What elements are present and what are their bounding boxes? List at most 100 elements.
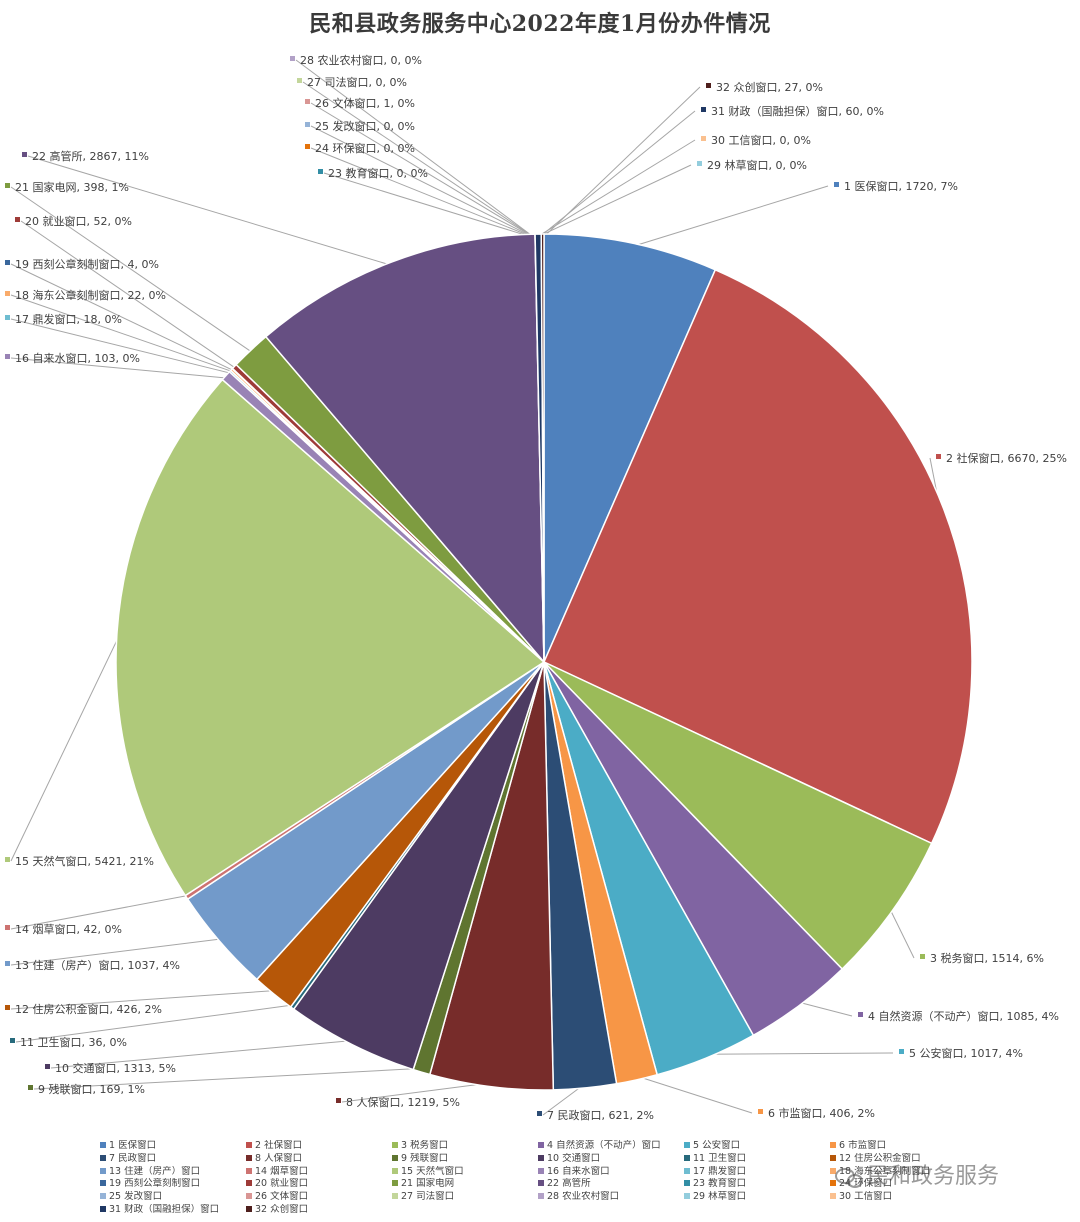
leader-line <box>20 220 238 370</box>
pie-slice <box>264 233 545 665</box>
data-label: 25 发改窗口, 0, 0% <box>315 119 415 133</box>
legend-label: 20 就业窗口 <box>255 1178 309 1190</box>
legend-swatch <box>830 1167 836 1174</box>
leader-line <box>302 81 536 239</box>
data-label-swatch <box>5 925 10 930</box>
data-label: 21 国家电网, 398, 1% <box>15 180 129 194</box>
legend-swatch <box>246 1205 252 1212</box>
legend-label: 27 司法窗口 <box>401 1191 455 1203</box>
data-label: 13 住建（房产）窗口, 1037, 4% <box>15 958 180 972</box>
leader-line <box>10 990 277 1010</box>
legend-label: 24 环保窗口 <box>839 1178 893 1190</box>
data-label-swatch <box>290 56 295 61</box>
leader-line <box>310 102 536 239</box>
legend-item: 17 鼎发窗口 <box>684 1166 830 1179</box>
data-label-swatch <box>5 291 10 296</box>
legend-item: 32 众创窗口 <box>246 1204 392 1217</box>
legend-swatch <box>246 1180 252 1187</box>
legend-item: 21 国家电网 <box>392 1178 538 1191</box>
legend-swatch <box>538 1193 544 1200</box>
leader-line <box>15 1004 295 1043</box>
legend-item: 11 卫生窗口 <box>684 1153 830 1166</box>
legend-swatch <box>100 1180 106 1187</box>
legend-item: 27 司法窗口 <box>392 1191 538 1204</box>
data-label: 19 西刻公章刻制窗口, 4, 0% <box>15 257 159 271</box>
leader-line <box>10 357 229 379</box>
data-label: 16 自来水窗口, 103, 0% <box>15 351 140 365</box>
legend-swatch <box>392 1193 398 1200</box>
legend-label: 22 高管所 <box>547 1178 591 1190</box>
data-label-swatch <box>920 954 925 959</box>
legend-label: 25 发改窗口 <box>109 1191 163 1203</box>
legend-item: 24 环保窗口 <box>830 1178 976 1191</box>
data-label: 20 就业窗口, 52, 0% <box>25 214 132 228</box>
data-label: 8 人保窗口, 1219, 5% <box>346 1095 460 1109</box>
legend-swatch <box>538 1154 544 1161</box>
legend-item: 10 交通窗口 <box>538 1153 684 1166</box>
legend-label: 18 海东公章刻制窗口 <box>839 1165 931 1177</box>
data-label: 2 社保窗口, 6670, 25% <box>946 451 1067 465</box>
leader-line <box>27 155 394 267</box>
legend-label: 26 文体窗口 <box>255 1191 309 1203</box>
legend-item: 31 财政（国融担保）窗口 <box>100 1204 246 1217</box>
legend-item: 29 林草窗口 <box>684 1191 830 1204</box>
legend-label: 16 自来水窗口 <box>547 1165 610 1177</box>
data-label-swatch <box>701 107 706 112</box>
data-label-swatch <box>701 136 706 141</box>
leader-line <box>341 1082 492 1103</box>
watermark: 民和政务服务 <box>835 1158 999 1190</box>
pie-slice <box>115 378 546 897</box>
data-label-swatch <box>758 1109 763 1114</box>
legend-label: 4 自然资源（不动产）窗口 <box>547 1140 661 1151</box>
data-label: 6 市监窗口, 406, 2% <box>768 1106 875 1120</box>
pie-slice <box>540 233 545 663</box>
data-label-swatch <box>5 354 10 359</box>
pie-slices <box>115 233 973 1091</box>
legend-swatch <box>830 1180 836 1187</box>
legend-label: 9 残联窗口 <box>401 1152 449 1164</box>
data-label: 3 税务窗口, 1514, 6% <box>930 951 1044 965</box>
leader-line <box>33 1067 423 1090</box>
leader-line <box>10 318 234 375</box>
data-label-swatch <box>305 122 310 127</box>
data-label-swatch <box>305 99 310 104</box>
data-label: 24 环保窗口, 0, 0% <box>315 141 415 155</box>
legend-label: 19 西刻公章刻制窗口 <box>109 1178 201 1190</box>
legend-swatch <box>100 1142 106 1148</box>
legend-item: 12 住房公积金窗口 <box>830 1153 976 1166</box>
leader-line <box>704 1052 894 1055</box>
legend-item: 4 自然资源（不动产）窗口 <box>538 1140 684 1153</box>
data-labels: 1 医保窗口, 1720, 7% 2 社保窗口, 6670, 25% 3 税务窗口,… <box>5 53 1067 1122</box>
data-label: 10 交通窗口, 1313, 5% <box>55 1061 176 1075</box>
pie-chart: 1 医保窗口, 1720, 7% 2 社保窗口, 6670, 25% 3 税务窗口,… <box>5 53 1067 1122</box>
chart-title: 民和县政务服务中心2022年度1月份办件情况 <box>309 11 771 37</box>
leader-line <box>534 164 692 239</box>
data-label-swatch <box>5 260 10 265</box>
legend-swatch <box>246 1193 252 1200</box>
legend-item: 30 工信窗口 <box>830 1191 976 1204</box>
legend-swatch <box>246 1167 252 1174</box>
legend-swatch <box>684 1142 690 1148</box>
legend-swatch <box>538 1167 544 1174</box>
data-label-swatch <box>318 169 323 174</box>
data-label-swatch <box>5 1005 10 1010</box>
leader-line <box>10 294 235 373</box>
legend-label: 1 医保窗口 <box>109 1140 157 1151</box>
legend-label: 17 鼎发窗口 <box>693 1165 747 1177</box>
data-label: 12 住房公积金窗口, 426, 2% <box>15 1002 162 1016</box>
data-label: 29 林草窗口, 0, 0% <box>707 158 807 172</box>
legend: 1 医保窗口 2 社保窗口 3 税务窗口 4 自然资源（不动产）窗口 5 公安窗口 6 市… <box>100 1140 980 1217</box>
leader-line <box>10 938 223 966</box>
data-label-swatch <box>834 182 839 187</box>
legend-item: 19 西刻公章刻制窗口 <box>100 1178 246 1191</box>
legend-swatch <box>830 1142 836 1148</box>
legend-swatch <box>100 1167 106 1174</box>
data-label-swatch <box>22 152 27 157</box>
leader-line <box>797 1001 853 1017</box>
leader-line <box>10 894 190 930</box>
legend-item: 1 医保窗口 <box>100 1140 246 1153</box>
legend-label: 15 天然气窗口 <box>401 1165 464 1177</box>
data-label-swatch <box>537 1111 542 1116</box>
data-label: 17 鼎发窗口, 18, 0% <box>15 312 122 326</box>
leader-line <box>888 907 915 959</box>
